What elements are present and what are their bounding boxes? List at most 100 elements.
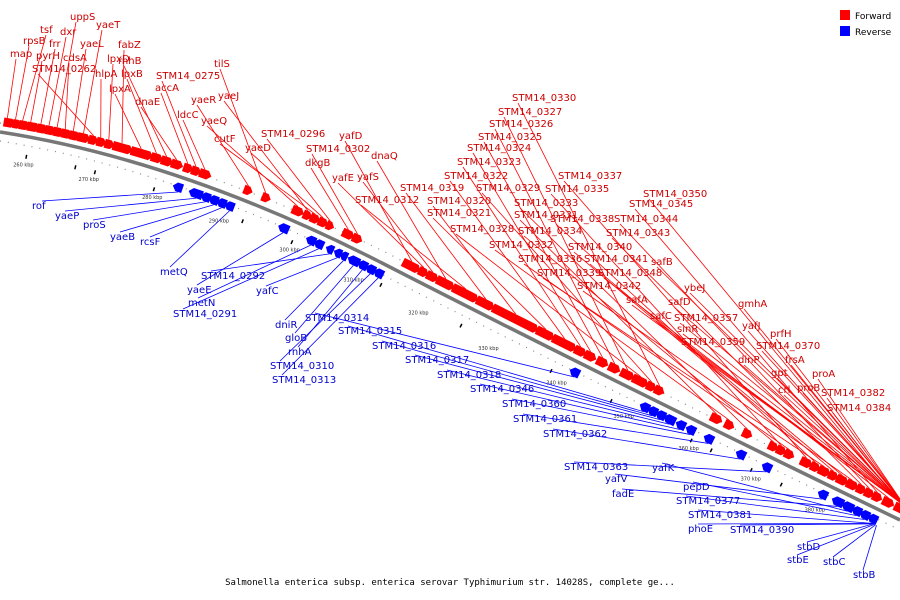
gene-label[interactable]: STM14_0330 <box>512 93 576 104</box>
forward-gene-feature[interactable] <box>340 227 355 240</box>
gene-label[interactable]: STM14_0328 <box>450 224 514 235</box>
gene-label[interactable]: STM14_0350 <box>643 189 707 200</box>
reverse-gene-feature[interactable] <box>569 367 582 379</box>
gene-label[interactable]: STM14_0336 <box>518 254 582 265</box>
gene-label[interactable]: yaeR <box>191 95 216 106</box>
gene-label[interactable]: cdsA <box>63 53 87 64</box>
forward-gene-feature[interactable] <box>416 266 429 278</box>
forward-gene-feature[interactable] <box>534 325 555 341</box>
gene-label[interactable]: STM14_0319 <box>400 183 464 194</box>
gene-label[interactable]: lpxB <box>121 69 143 80</box>
gene-label[interactable]: STM14_0310 <box>270 361 334 372</box>
gene-label[interactable]: ybeJ <box>684 283 705 294</box>
forward-gene-feature[interactable] <box>111 141 133 155</box>
forward-gene-feature[interactable] <box>740 427 753 439</box>
gene-label[interactable]: yaeT <box>96 20 121 31</box>
gene-label[interactable]: rnhA <box>288 347 312 358</box>
forward-gene-feature[interactable] <box>149 152 163 164</box>
gene-label[interactable]: STM14_0314 <box>305 313 369 324</box>
reverse-gene-feature[interactable] <box>200 192 212 203</box>
forward-gene-feature[interactable] <box>87 134 99 145</box>
gene-label[interactable]: STM14_0325 <box>478 132 542 143</box>
gene-label[interactable]: STM14_0327 <box>498 107 562 118</box>
reverse-gene-feature[interactable] <box>831 496 846 509</box>
gene-label[interactable]: yaeE <box>187 285 212 296</box>
gene-label[interactable]: STM14_0345 <box>629 199 693 210</box>
gene-label[interactable]: STM14_0384 <box>827 403 891 414</box>
forward-gene-feature[interactable] <box>169 158 184 170</box>
reverse-gene-feature[interactable] <box>841 501 856 514</box>
gene-label[interactable]: STM14_0338 <box>550 214 614 225</box>
reverse-gene-feature[interactable] <box>663 414 678 427</box>
gene-label[interactable]: STM14_0322 <box>444 171 508 182</box>
gene-label[interactable]: STM14_0331 <box>514 210 578 221</box>
gene-label[interactable]: STM14_0324 <box>467 143 531 154</box>
gene-label[interactable]: STM14_0275 <box>156 71 220 82</box>
reverse-gene-feature[interactable] <box>867 513 880 525</box>
gene-label[interactable]: STM14_0313 <box>272 375 336 386</box>
forward-gene-feature[interactable] <box>782 448 795 460</box>
forward-gene-feature[interactable] <box>766 440 779 452</box>
reverse-gene-feature[interactable] <box>188 187 204 200</box>
gene-label[interactable]: rof <box>32 201 46 212</box>
gene-label[interactable]: STM14_0315 <box>338 326 402 337</box>
reverse-gene-feature[interactable] <box>817 489 830 501</box>
forward-gene-feature[interactable] <box>490 303 539 333</box>
gene-label[interactable]: STM14_0296 <box>261 129 325 140</box>
reverse-gene-feature[interactable] <box>278 223 291 235</box>
gene-label[interactable]: yaeD <box>245 143 271 154</box>
gene-label[interactable]: tilS <box>214 59 230 70</box>
forward-gene-feature[interactable] <box>870 491 883 503</box>
forward-gene-feature[interactable] <box>618 367 635 381</box>
forward-gene-feature[interactable] <box>826 469 839 481</box>
forward-gene-feature[interactable] <box>324 220 335 231</box>
forward-gene-feature[interactable] <box>350 232 363 244</box>
gene-label[interactable]: yafC <box>256 286 279 297</box>
forward-gene-feature[interactable] <box>594 355 609 368</box>
gene-label[interactable]: gpt <box>771 368 788 379</box>
gene-label[interactable]: STM14_0346 <box>470 384 534 395</box>
gene-label[interactable]: crl <box>778 385 790 396</box>
forward-gene-feature[interactable] <box>582 349 597 362</box>
reverse-gene-feature[interactable] <box>325 244 336 255</box>
gene-label[interactable]: tsf <box>40 25 53 36</box>
forward-gene-feature[interactable] <box>798 456 813 469</box>
gene-label[interactable]: STM14_0363 <box>564 462 628 473</box>
forward-gene-feature[interactable] <box>260 192 271 203</box>
reverse-gene-feature[interactable] <box>675 420 688 432</box>
gene-label[interactable]: STM14_0341 <box>584 254 648 265</box>
gene-label[interactable]: rpsB <box>23 36 46 47</box>
gene-label[interactable]: lpxD <box>107 54 130 65</box>
reverse-gene-feature[interactable] <box>685 425 698 437</box>
gene-label[interactable]: STM14_0359 <box>681 337 745 348</box>
forward-gene-feature[interactable] <box>450 283 479 303</box>
forward-gene-feature[interactable] <box>630 373 649 388</box>
gene-label[interactable]: rnhB <box>118 56 142 67</box>
gene-label[interactable]: STM14_0348 <box>598 268 662 279</box>
forward-gene-feature[interactable] <box>474 295 495 311</box>
reverse-gene-feature[interactable] <box>333 248 344 259</box>
reverse-gene-feature[interactable] <box>339 251 350 262</box>
gene-label[interactable]: pepD <box>683 482 710 493</box>
forward-gene-feature[interactable] <box>880 495 895 508</box>
gene-label[interactable]: prfH <box>770 329 792 340</box>
gene-label[interactable]: stbE <box>787 555 809 566</box>
gene-label[interactable]: STM14_0312 <box>355 195 419 206</box>
reverse-gene-feature[interactable] <box>347 255 362 268</box>
gene-label[interactable]: STM14_0343 <box>606 228 670 239</box>
forward-gene-feature[interactable] <box>76 132 91 144</box>
forward-gene-feature[interactable] <box>708 412 723 425</box>
gene-label[interactable]: yaeJ <box>218 91 239 102</box>
gene-label[interactable]: STM14_0302 <box>306 144 370 155</box>
forward-gene-feature[interactable] <box>854 483 867 495</box>
forward-gene-feature[interactable] <box>129 146 153 161</box>
reverse-gene-feature[interactable] <box>172 182 185 194</box>
gene-label[interactable]: dniR <box>275 320 297 331</box>
gene-label[interactable]: lpxA <box>109 84 131 95</box>
gene-label[interactable]: STM14_0323 <box>457 157 521 168</box>
gene-label[interactable]: STM14_0337 <box>558 171 622 182</box>
gene-label[interactable]: dxr <box>60 27 77 38</box>
gene-label[interactable]: fabZ <box>118 40 141 51</box>
forward-gene-feature[interactable] <box>424 270 439 283</box>
gene-label[interactable]: uppS <box>70 12 95 23</box>
